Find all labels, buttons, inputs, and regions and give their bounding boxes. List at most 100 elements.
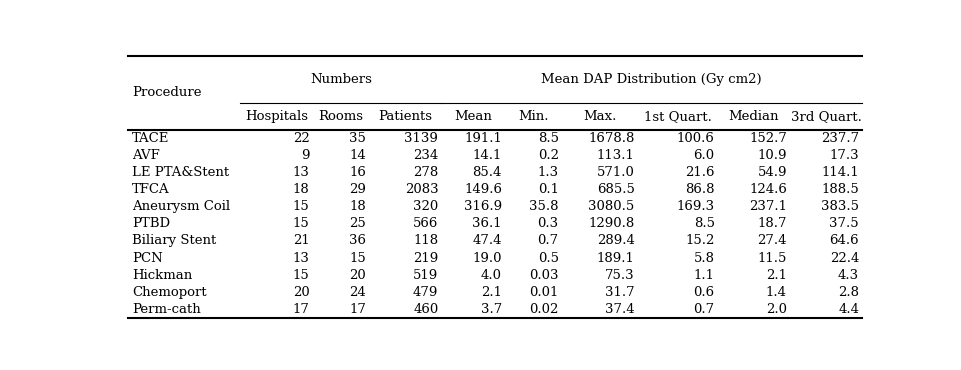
Text: PTBD: PTBD: [132, 218, 170, 231]
Text: 0.2: 0.2: [537, 149, 558, 162]
Text: 14.1: 14.1: [472, 149, 502, 162]
Text: 36.1: 36.1: [472, 218, 502, 231]
Text: 13: 13: [292, 252, 309, 265]
Text: 85.4: 85.4: [472, 166, 502, 179]
Text: 3rd Quart.: 3rd Quart.: [790, 110, 860, 123]
Text: 15: 15: [292, 200, 309, 213]
Text: 36: 36: [349, 235, 366, 248]
Text: Hospitals: Hospitals: [245, 110, 308, 123]
Text: 219: 219: [412, 252, 438, 265]
Text: PCN: PCN: [132, 252, 162, 265]
Text: 234: 234: [412, 149, 438, 162]
Text: 2.1: 2.1: [480, 286, 502, 299]
Text: Patients: Patients: [378, 110, 431, 123]
Text: 519: 519: [412, 269, 438, 282]
Text: 15: 15: [349, 252, 366, 265]
Text: 21.6: 21.6: [684, 166, 714, 179]
Text: 18: 18: [292, 183, 309, 196]
Text: 2.0: 2.0: [765, 303, 786, 316]
Text: 1290.8: 1290.8: [588, 218, 634, 231]
Text: 47.4: 47.4: [472, 235, 502, 248]
Text: 37.4: 37.4: [604, 303, 634, 316]
Text: 31.7: 31.7: [604, 286, 634, 299]
Text: 320: 320: [412, 200, 438, 213]
Text: 3.7: 3.7: [480, 303, 502, 316]
Text: 1st Quart.: 1st Quart.: [643, 110, 711, 123]
Text: AVF: AVF: [132, 149, 160, 162]
Text: 0.03: 0.03: [529, 269, 558, 282]
Text: 0.02: 0.02: [529, 303, 558, 316]
Text: 3139: 3139: [404, 132, 438, 145]
Text: 479: 479: [412, 286, 438, 299]
Text: 1.3: 1.3: [537, 166, 558, 179]
Text: 17: 17: [292, 303, 309, 316]
Text: 118: 118: [413, 235, 438, 248]
Text: 289.4: 289.4: [596, 235, 634, 248]
Text: 4.4: 4.4: [837, 303, 858, 316]
Text: 20: 20: [349, 269, 366, 282]
Text: 189.1: 189.1: [596, 252, 634, 265]
Text: 24: 24: [349, 286, 366, 299]
Text: 1.1: 1.1: [693, 269, 714, 282]
Text: 571.0: 571.0: [596, 166, 634, 179]
Text: 17.3: 17.3: [828, 149, 858, 162]
Text: 383.5: 383.5: [821, 200, 858, 213]
Text: 6.0: 6.0: [693, 149, 714, 162]
Text: 15.2: 15.2: [684, 235, 714, 248]
Text: 685.5: 685.5: [596, 183, 634, 196]
Text: 17: 17: [349, 303, 366, 316]
Text: 0.6: 0.6: [693, 286, 714, 299]
Text: 29: 29: [349, 183, 366, 196]
Text: 22.4: 22.4: [828, 252, 858, 265]
Text: 86.8: 86.8: [684, 183, 714, 196]
Text: 22: 22: [292, 132, 309, 145]
Text: 114.1: 114.1: [821, 166, 858, 179]
Text: 25: 25: [349, 218, 366, 231]
Text: 566: 566: [412, 218, 438, 231]
Text: 0.7: 0.7: [693, 303, 714, 316]
Text: 9: 9: [301, 149, 309, 162]
Text: 37.5: 37.5: [828, 218, 858, 231]
Text: Mean: Mean: [454, 110, 492, 123]
Text: 0.7: 0.7: [537, 235, 558, 248]
Text: Max.: Max.: [582, 110, 616, 123]
Text: 54.9: 54.9: [756, 166, 786, 179]
Text: 15: 15: [292, 269, 309, 282]
Text: 8.5: 8.5: [693, 218, 714, 231]
Text: 19.0: 19.0: [472, 252, 502, 265]
Text: 2083: 2083: [405, 183, 438, 196]
Text: 14: 14: [349, 149, 366, 162]
Text: 35.8: 35.8: [529, 200, 558, 213]
Text: 169.3: 169.3: [676, 200, 714, 213]
Text: 75.3: 75.3: [604, 269, 634, 282]
Text: 8.5: 8.5: [537, 132, 558, 145]
Text: Numbers: Numbers: [309, 73, 371, 86]
Text: 16: 16: [349, 166, 366, 179]
Text: 20: 20: [292, 286, 309, 299]
Text: 0.5: 0.5: [537, 252, 558, 265]
Text: 237.7: 237.7: [820, 132, 858, 145]
Text: 15: 15: [292, 218, 309, 231]
Text: Aneurysm Coil: Aneurysm Coil: [132, 200, 230, 213]
Text: 4.0: 4.0: [480, 269, 502, 282]
Text: 0.1: 0.1: [537, 183, 558, 196]
Text: 4.3: 4.3: [837, 269, 858, 282]
Text: TFCA: TFCA: [132, 183, 170, 196]
Text: 11.5: 11.5: [756, 252, 786, 265]
Text: 1.4: 1.4: [765, 286, 786, 299]
Text: 5.8: 5.8: [693, 252, 714, 265]
Text: 3080.5: 3080.5: [588, 200, 634, 213]
Text: 152.7: 152.7: [749, 132, 786, 145]
Text: 18.7: 18.7: [756, 218, 786, 231]
Text: Perm-cath: Perm-cath: [132, 303, 201, 316]
Text: Procedure: Procedure: [132, 86, 202, 99]
Text: 27.4: 27.4: [756, 235, 786, 248]
Text: Hickman: Hickman: [132, 269, 192, 282]
Text: 0.3: 0.3: [537, 218, 558, 231]
Text: 237.1: 237.1: [748, 200, 786, 213]
Text: 124.6: 124.6: [749, 183, 786, 196]
Text: Rooms: Rooms: [318, 110, 363, 123]
Text: 113.1: 113.1: [596, 149, 634, 162]
Text: 0.01: 0.01: [529, 286, 558, 299]
Text: 10.9: 10.9: [756, 149, 786, 162]
